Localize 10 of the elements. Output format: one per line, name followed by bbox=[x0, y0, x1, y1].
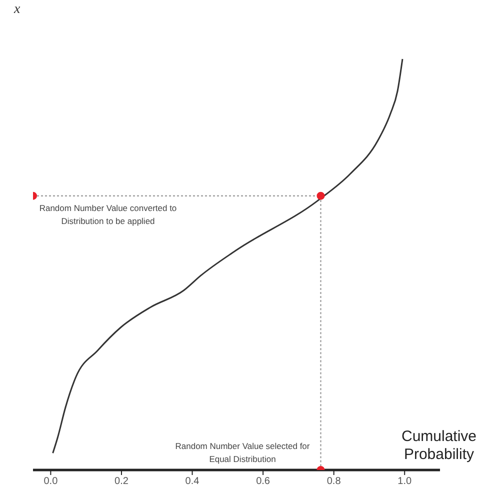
x-tick-label: 0.2 bbox=[114, 476, 129, 488]
x-tick-label: 0.6 bbox=[256, 476, 270, 488]
x-tick-label: 0.0 bbox=[44, 476, 58, 488]
annotation: Random Number Value converted to Distribution to be applied bbox=[38, 202, 178, 228]
x-axis-title: Cumulative Probability bbox=[400, 428, 478, 464]
annotation: Random Number Value selected for Equal Distribution bbox=[174, 440, 311, 466]
x-tick-label: 1.0 bbox=[398, 476, 412, 488]
x-tick-label: 0.4 bbox=[185, 476, 200, 488]
x-tick-label: 0.8 bbox=[326, 476, 342, 488]
y-axis-title: x bbox=[14, 2, 20, 18]
